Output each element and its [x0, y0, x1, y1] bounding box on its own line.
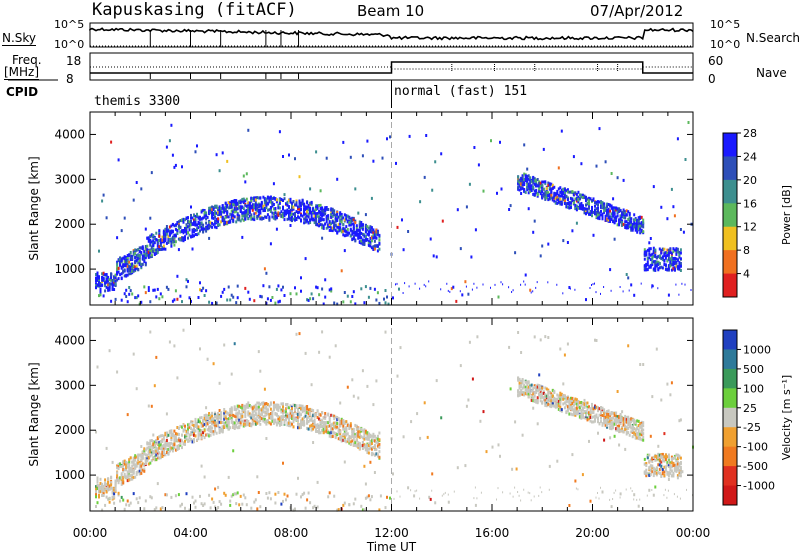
x-tick-label: 04:00: [173, 526, 208, 540]
y-tick-label: 2000: [54, 423, 85, 437]
cpid-mode-themis: themis 3300: [94, 94, 181, 109]
velocity-colorbar-label: Velocity [m s⁻¹]: [780, 375, 793, 460]
y-tick-label: 4000: [54, 333, 85, 347]
power-colorbar-swatch: [723, 250, 737, 275]
velocity-colorbar-tick-label: 500: [743, 363, 764, 376]
y-axis-label: Slant Range [km]: [27, 362, 41, 466]
velocity-colorbar-swatch: [723, 446, 737, 467]
power-colorbar-label: Power [dB]: [780, 185, 793, 245]
velocity-colorbar-swatch: [723, 427, 737, 448]
x-tick-label: 08:00: [274, 526, 309, 540]
velocity-panel: [89, 317, 694, 512]
x-tick-label: 00:00: [73, 526, 108, 540]
station-title: Kapuskasing (fitACF): [92, 0, 297, 20]
velocity-colorbar-swatch: [723, 485, 737, 506]
freq-tick-bottom: 8: [66, 72, 74, 86]
power-colorbar-frame: [722, 132, 738, 298]
power-colorbar-swatch: [723, 273, 737, 298]
nave-trace: [90, 66, 693, 70]
velocity-colorbar-tick-label: -1000: [743, 480, 775, 493]
power-colorbar-swatch: [723, 133, 737, 157]
y-axis-label: Slant Range [km]: [27, 156, 41, 260]
velocity-colorbar-tick-label: 25: [743, 402, 757, 415]
top-traces: [89, 27, 694, 108]
axes: 1000 2000 3000 4000 Slant Range [km] 1000 2000…: [27, 112, 710, 554]
x-tick-label: 00:00: [676, 526, 711, 540]
cpid-mode-normal: normal (fast) 151: [394, 84, 528, 99]
x-axis-label: Time UT: [366, 540, 417, 554]
velocity-colorbar-swatch: [723, 349, 737, 370]
nsky-trace: [89, 27, 694, 41]
y-tick-label: 1000: [54, 262, 85, 276]
power-colorbar-swatch: [723, 179, 737, 204]
freq-label: Freq.: [12, 53, 42, 67]
cpid-label: CPID: [6, 85, 39, 99]
power-colorbar-tick-label: 16: [743, 197, 757, 210]
nave-label: Nave: [756, 66, 787, 80]
velocity-colorbar-frame: [722, 329, 738, 506]
velocity-colorbar-tick-label: -25: [743, 421, 761, 434]
nsearch-tick-top: 10^5: [710, 18, 741, 31]
y-tick-label: 4000: [54, 127, 85, 141]
y-tick-label: 3000: [54, 172, 85, 186]
y-tick-label: 3000: [54, 378, 85, 392]
top-panel-frame: [8, 22, 694, 81]
nsearch-tick-bottom: 10^0: [710, 38, 741, 51]
colorbars: 4 8 12 16 20 24 28 Power [dB] 1000 500 100 25 -25 -10…: [722, 127, 793, 506]
y-tick-label: 1000: [54, 468, 85, 482]
velocity-colorbar-swatch: [723, 407, 737, 428]
velocity-colorbar-swatch: [723, 330, 737, 350]
velocity-colorbar-swatch: [723, 388, 737, 409]
nsky-tick-bottom: 10^0: [54, 38, 85, 51]
y-tick-label: 2000: [54, 217, 85, 231]
power-colorbar-tick-label: 24: [743, 150, 757, 163]
velocity-colorbar-swatch: [723, 368, 737, 389]
velocity-colorbar-tick-label: 1000: [743, 343, 771, 356]
nave-tick-bottom: 0: [708, 72, 716, 86]
power-colorbar-swatch: [723, 156, 737, 181]
velocity-colorbar-tick-label: -100: [743, 441, 768, 454]
nave-tick-top: 60: [708, 54, 724, 68]
nsky-label: N.Sky: [2, 31, 37, 46]
x-tick-label: 16:00: [475, 526, 510, 540]
power-colorbar-swatch: [723, 226, 737, 251]
power-colorbar-tick-label: 28: [743, 127, 757, 140]
power-colorbar-tick-label: 4: [743, 268, 750, 281]
power-colorbar-tick-label: 12: [743, 221, 757, 234]
power-colorbar-tick-label: 20: [743, 174, 757, 187]
velocity-colorbar-swatch: [723, 466, 737, 487]
power-panel: [89, 111, 694, 306]
nsearch-label: N.Search: [746, 31, 800, 45]
beam-label: Beam 10: [357, 2, 425, 20]
nsky-tick-top: 10^5: [54, 18, 85, 31]
x-tick-label: 20:00: [575, 526, 610, 540]
velocity-colorbar-tick-label: 100: [743, 382, 764, 395]
x-tick-label: 12:00: [374, 526, 409, 540]
freq-tick-top: 18: [66, 54, 82, 68]
freq-trace: [90, 61, 693, 74]
power-colorbar-swatch: [723, 203, 737, 228]
velocity-colorbar-tick-label: -500: [743, 460, 768, 473]
power-colorbar-tick-label: 8: [743, 244, 750, 257]
date-label: 07/Apr/2012: [590, 2, 684, 20]
